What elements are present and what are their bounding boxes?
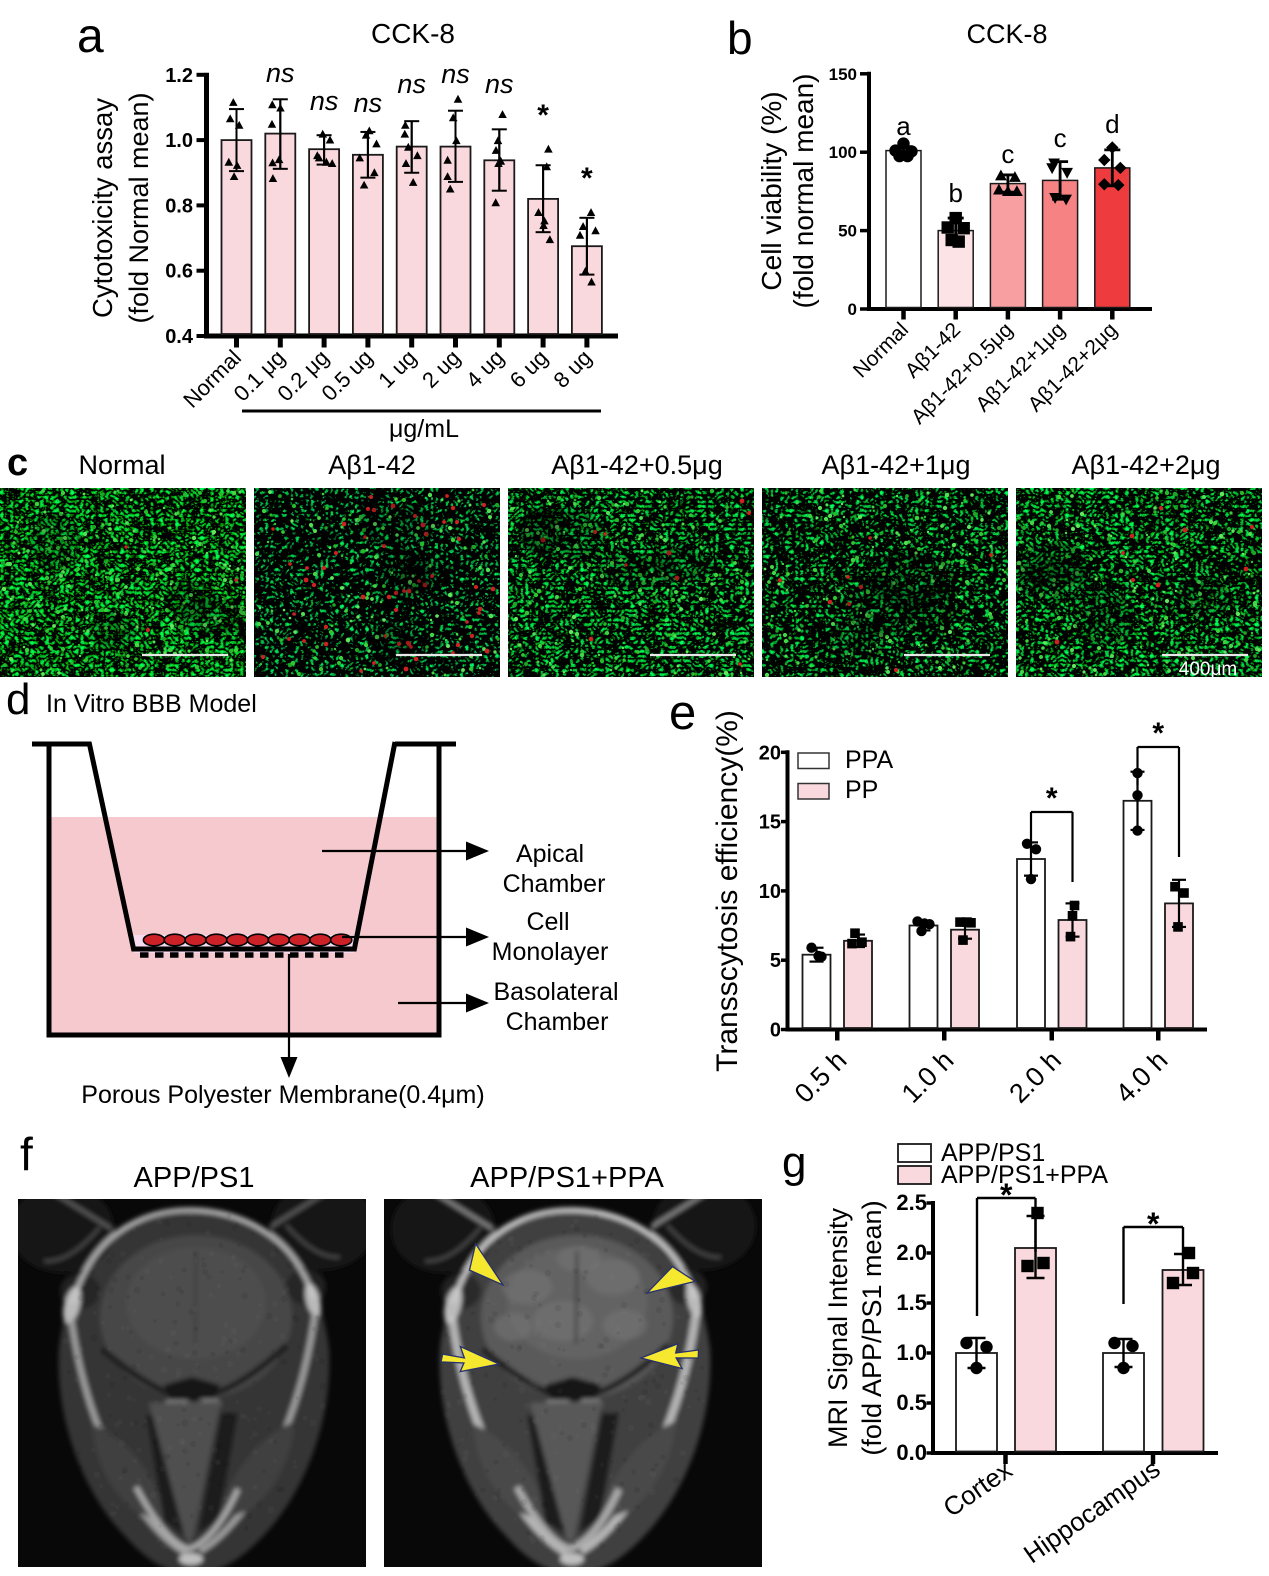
svg-text:0.5 ug: 0.5 ug: [317, 345, 378, 406]
svg-text:4.0 h: 4.0 h: [1110, 1045, 1174, 1109]
svg-text:*: *: [537, 99, 549, 132]
svg-text:CCK-8: CCK-8: [966, 19, 1047, 49]
svg-text:8 ug: 8 ug: [548, 345, 596, 393]
svg-text:Monolayer: Monolayer: [492, 938, 609, 966]
svg-text:c: c: [1001, 139, 1014, 169]
svg-text:1.0: 1.0: [896, 1340, 927, 1365]
svg-text:Hippocampus: Hippocampus: [1018, 1453, 1165, 1569]
svg-text:(fold normal mean): (fold normal mean): [788, 74, 819, 309]
svg-text:Normal: Normal: [178, 345, 246, 413]
svg-text:ns: ns: [354, 88, 383, 118]
svg-text:In Vitro BBB Model: In Vitro BBB Model: [46, 690, 257, 718]
svg-text:Cell viability (%): Cell viability (%): [756, 91, 787, 290]
svg-text:Chamber: Chamber: [506, 1008, 609, 1036]
svg-text:Cortex: Cortex: [938, 1454, 1018, 1522]
svg-text:*: *: [1046, 782, 1058, 815]
svg-text:15: 15: [759, 812, 781, 834]
svg-text:c: c: [1054, 123, 1067, 153]
svg-text:*: *: [1147, 1206, 1160, 1242]
svg-text:Apical: Apical: [516, 840, 584, 868]
svg-text:b: b: [948, 178, 962, 208]
svg-text:0.4: 0.4: [165, 326, 194, 348]
svg-text:1.5: 1.5: [896, 1290, 927, 1315]
svg-text:f: f: [20, 1128, 33, 1180]
svg-text:*: *: [1152, 717, 1164, 750]
svg-text:e: e: [669, 686, 696, 740]
svg-text:0.6: 0.6: [165, 261, 193, 283]
svg-text:0.5 h: 0.5 h: [789, 1045, 853, 1109]
svg-text:b: b: [727, 12, 753, 64]
svg-text:PPA: PPA: [845, 746, 893, 774]
svg-text:c: c: [7, 442, 28, 484]
svg-text:a: a: [896, 111, 911, 141]
svg-text:Normal: Normal: [849, 318, 913, 382]
svg-text:a: a: [77, 10, 104, 63]
svg-text:Aβ1-42+1μg: Aβ1-42+1μg: [822, 450, 971, 480]
svg-text:2 ug: 2 ug: [417, 345, 465, 393]
svg-text:Porous Polyester Membrane(0.4μ: Porous Polyester Membrane(0.4μm): [81, 1081, 484, 1109]
svg-text:2.5: 2.5: [896, 1190, 927, 1215]
svg-text:Basolateral: Basolateral: [493, 978, 618, 1006]
svg-text:50: 50: [838, 222, 857, 241]
svg-text:2.0 h: 2.0 h: [1003, 1045, 1067, 1109]
svg-text:5: 5: [770, 950, 781, 972]
svg-text:g: g: [782, 1138, 806, 1187]
svg-text:CCK-8: CCK-8: [371, 18, 455, 49]
svg-text:ns: ns: [310, 86, 339, 116]
svg-text:(fold APP/PS1 mean): (fold APP/PS1 mean): [857, 1200, 887, 1455]
svg-text:6 ug: 6 ug: [505, 345, 553, 393]
svg-text:0: 0: [770, 1020, 781, 1042]
svg-text:Aβ1-42+2μg: Aβ1-42+2μg: [1072, 450, 1221, 480]
svg-text:400μm: 400μm: [1179, 659, 1237, 680]
svg-text:Chamber: Chamber: [503, 870, 606, 898]
svg-text:APP/PS1: APP/PS1: [134, 1162, 255, 1194]
svg-text:0.5: 0.5: [896, 1390, 927, 1415]
svg-text:150: 150: [829, 65, 857, 84]
svg-text:1 ug: 1 ug: [373, 345, 421, 393]
svg-text:2.0: 2.0: [896, 1240, 927, 1265]
svg-text:Aβ1-42+0.5μg: Aβ1-42+0.5μg: [551, 450, 722, 480]
svg-text:0: 0: [848, 300, 857, 319]
svg-text:MRI Signal Intensity: MRI Signal Intensity: [823, 1207, 853, 1448]
svg-text:ns: ns: [441, 59, 470, 89]
svg-text:1.0: 1.0: [165, 130, 193, 152]
svg-text:(fold Normal mean): (fold Normal mean): [124, 92, 154, 323]
svg-text:APP/PS1: APP/PS1: [941, 1139, 1045, 1167]
svg-text:PP: PP: [845, 776, 878, 804]
svg-text:*: *: [581, 162, 593, 195]
svg-text:d: d: [6, 675, 30, 724]
svg-text:APP/PS1+PPA: APP/PS1+PPA: [941, 1161, 1108, 1189]
svg-text:Aβ1-42: Aβ1-42: [328, 450, 416, 480]
svg-text:Cytotoxicity assay: Cytotoxicity assay: [87, 98, 118, 318]
svg-text:0.8: 0.8: [165, 195, 193, 217]
svg-text:0.0: 0.0: [896, 1440, 927, 1465]
svg-text:1.2: 1.2: [165, 65, 193, 87]
svg-text:Cell: Cell: [526, 908, 569, 936]
svg-text:ns: ns: [397, 69, 426, 99]
svg-text:Transscytosis efficiency(%): Transscytosis efficiency(%): [711, 710, 744, 1072]
svg-text:d: d: [1105, 109, 1119, 139]
svg-text:ns: ns: [485, 69, 514, 99]
svg-text:μg/mL: μg/mL: [389, 415, 459, 443]
svg-text:ns: ns: [266, 58, 295, 88]
svg-text:10: 10: [759, 881, 781, 903]
svg-text:20: 20: [759, 742, 781, 764]
svg-text:4 ug: 4 ug: [461, 345, 509, 393]
svg-text:*: *: [1000, 1177, 1013, 1213]
svg-text:100: 100: [829, 143, 857, 162]
svg-text:Normal: Normal: [78, 450, 165, 480]
svg-text:1.0 h: 1.0 h: [896, 1045, 960, 1109]
svg-text:APP/PS1+PPA: APP/PS1+PPA: [470, 1162, 664, 1194]
